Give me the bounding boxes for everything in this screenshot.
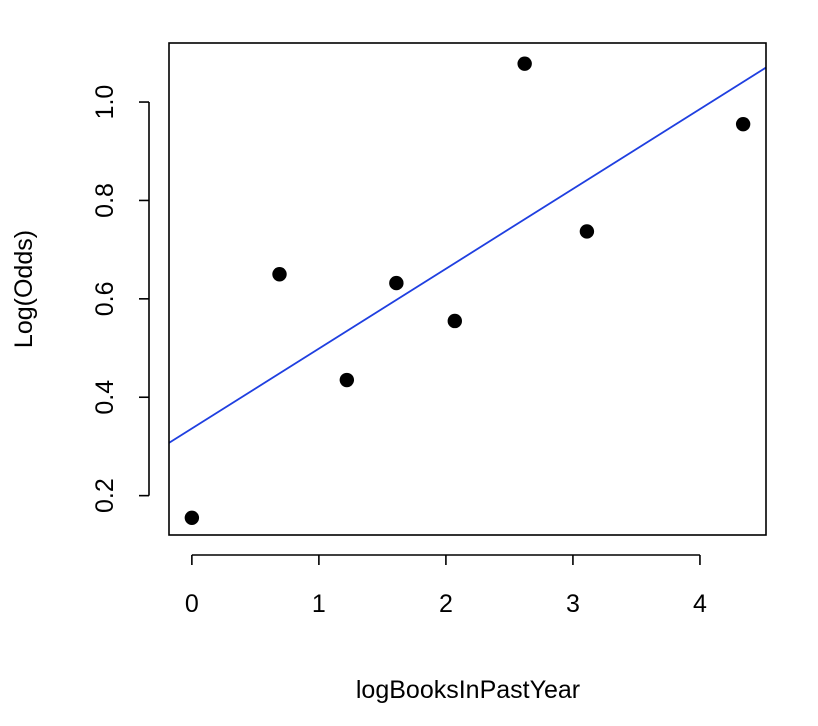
data-point (517, 56, 532, 71)
data-point (735, 116, 751, 132)
y-tick-label: 0.8 (91, 183, 119, 218)
y-tick-label: 0.6 (91, 281, 119, 316)
data-point (272, 267, 287, 282)
y-axis-title: Log(Odds) (10, 230, 38, 348)
y-tick-label: 0.4 (91, 380, 119, 415)
x-tick-label: 1 (312, 590, 326, 618)
data-point (184, 510, 200, 525)
x-tick-label: 2 (439, 590, 453, 618)
data-point (339, 372, 355, 388)
fit-line (168, 66, 767, 444)
data-point (389, 275, 404, 291)
x-tick-label: 3 (566, 590, 580, 618)
y-tick-label: 1.0 (91, 85, 119, 120)
data-point (447, 313, 462, 329)
x-tick-label: 4 (693, 590, 707, 618)
plot-frame (168, 42, 767, 536)
data-point (579, 224, 595, 239)
y-axis: 0.2 0.4 0.6 0.8 1.0 (91, 85, 150, 513)
x-tick-label: 0 (185, 590, 199, 618)
x-axis-title: logBooksInPastYear (356, 676, 580, 704)
x-axis: 0 1 2 3 4 (185, 554, 707, 618)
y-tick-label: 0.2 (91, 478, 119, 513)
